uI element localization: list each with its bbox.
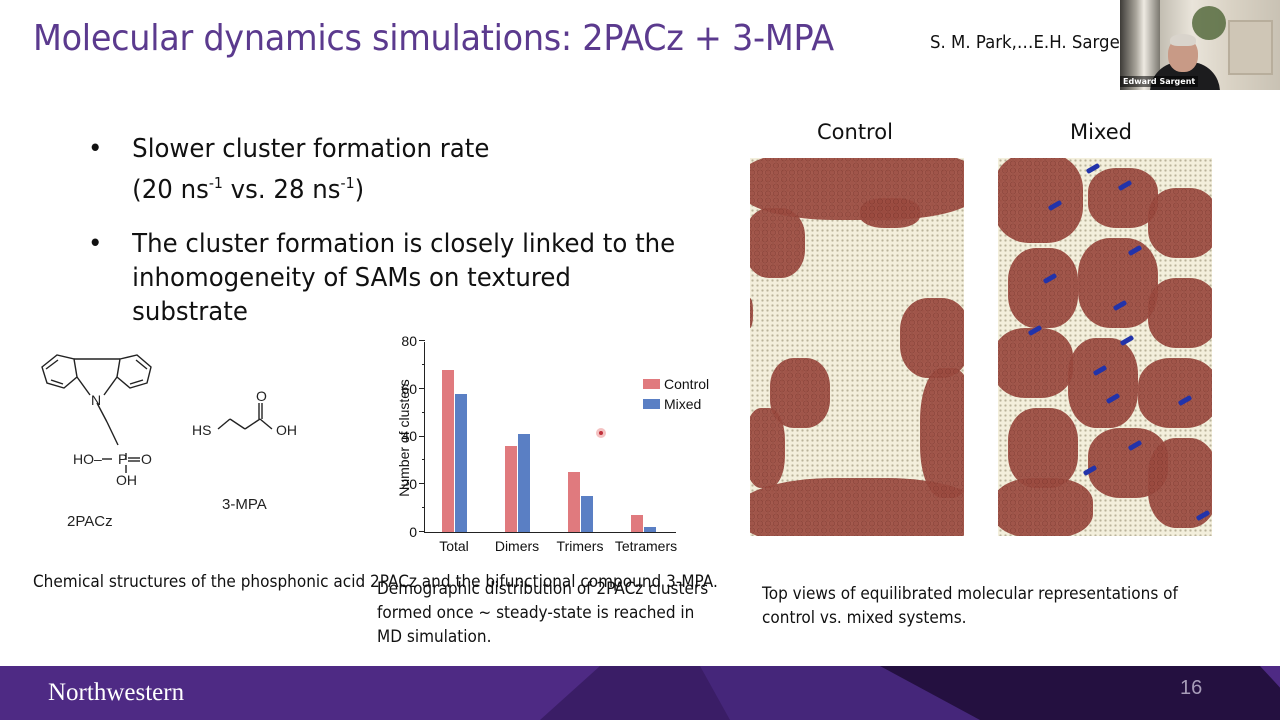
x-tick-label: Total <box>439 538 469 554</box>
svg-text:OH: OH <box>116 472 137 488</box>
x-tick-label: Trimers <box>556 538 604 554</box>
md-label-control: Control <box>817 120 893 144</box>
bullet-dot-icon: • <box>88 134 103 164</box>
bullet-list: • Slower cluster formation rate (20 ns-1… <box>88 132 708 349</box>
bar-mixed <box>518 434 530 532</box>
molecule-structure-icon: N HO– P O OH HS O OH <box>41 354 297 488</box>
bullet-dot-icon: • <box>88 229 103 259</box>
bar-group <box>568 342 594 532</box>
bullet-item: • The cluster formation is closely linke… <box>88 229 676 327</box>
molecule-label-2pacz: 2PACz <box>67 513 113 530</box>
svg-text:N: N <box>91 392 101 408</box>
legend-item-control: Control <box>643 374 709 394</box>
caption-molecules: Chemical structures of the phosphonic ac… <box>33 572 718 592</box>
legend-item-mixed: Mixed <box>643 394 709 414</box>
molecule-label-3mpa: 3-MPA <box>222 496 267 513</box>
svg-text:HO–: HO– <box>73 451 102 467</box>
bar-control <box>631 515 643 532</box>
svg-text:OH: OH <box>276 422 297 438</box>
bar-group <box>631 342 657 532</box>
svg-text:HS: HS <box>192 422 211 438</box>
laser-pointer-icon <box>596 428 606 438</box>
chart-legend: Control Mixed <box>643 374 709 414</box>
md-label-mixed: Mixed <box>1070 120 1132 144</box>
caption-chart: Demographic distribution of 2PACz cluste… <box>377 579 709 647</box>
bar-mixed <box>644 527 656 532</box>
participant-hair <box>1170 34 1196 46</box>
legend-swatch-control <box>643 379 660 389</box>
page-number: 16 <box>1180 677 1203 699</box>
caption-md: Top views of equilibrated molecular repr… <box>762 584 1178 628</box>
plant-background <box>1192 6 1226 40</box>
svg-text:O: O <box>141 451 152 467</box>
bar-mixed <box>455 393 467 532</box>
md-snapshot-control <box>750 158 964 536</box>
participant-video[interactable]: Edward Sargent <box>1120 0 1280 90</box>
svg-text:O: O <box>256 388 267 404</box>
x-tick-label: Dimers <box>494 538 540 554</box>
bar-control <box>505 446 517 532</box>
md-snapshot-mixed <box>998 158 1212 536</box>
svg-text:P: P <box>118 451 127 467</box>
fireplace-background <box>1228 20 1273 75</box>
bar-group <box>442 342 468 532</box>
cluster-bar-chart: Number of clusters 0 20 40 60 80 <box>372 330 710 560</box>
x-tick-label: Tetramers <box>614 538 678 554</box>
citation: S. M. Park,…E.H. Sarge <box>930 32 1120 53</box>
legend-swatch-mixed <box>643 399 660 409</box>
bar-group <box>505 342 531 532</box>
bar-control <box>442 369 454 532</box>
bar-mixed <box>581 496 593 532</box>
chemical-structures: N HO– P O OH HS O OH 2PACz 3-MPA <box>30 345 320 535</box>
northwestern-logo: Northwestern <box>48 679 185 706</box>
slide-footer: Northwestern 16 <box>0 666 1280 720</box>
slide-title: Molecular dynamics simulations: 2PACz + … <box>33 18 834 59</box>
participant-name-tag: Edward Sargent <box>1120 76 1199 87</box>
window-background <box>1120 0 1160 90</box>
chart-plot-area: 0 20 40 60 80 Control Mixe <box>401 333 710 540</box>
bar-control <box>568 472 580 532</box>
bullet-item: • Slower cluster formation rate (20 ns-1… <box>88 134 490 205</box>
